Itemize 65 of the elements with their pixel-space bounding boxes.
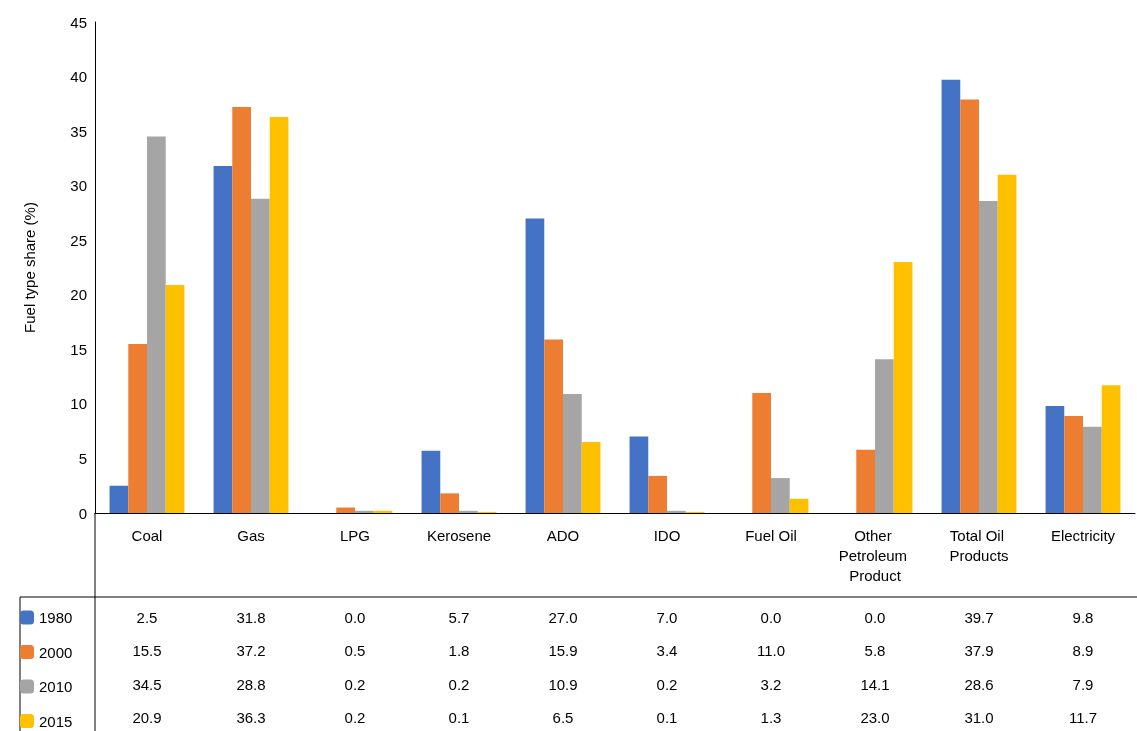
- data-label: 28.6: [964, 675, 994, 693]
- data-label: 8.9: [1072, 642, 1094, 659]
- data-label: 15.5: [132, 642, 162, 659]
- data-label: 5.8: [864, 642, 886, 659]
- data-label: 11.7: [1068, 709, 1098, 726]
- data-label: 1.3: [760, 709, 782, 726]
- data-label: 0.1: [448, 709, 470, 726]
- data-label: 37.9: [964, 642, 994, 659]
- y-tick-label: 35: [70, 122, 87, 140]
- data-label: 0.0: [760, 608, 782, 626]
- x-tick-label: Fuel Oil: [745, 526, 797, 544]
- data-label: 10.9: [548, 675, 578, 693]
- data-label: 39.7: [964, 608, 994, 626]
- data-label: 36.3: [236, 709, 266, 726]
- data-label: 0.2: [448, 675, 470, 693]
- legend-label: 2015: [39, 712, 73, 730]
- legend-label: 1980: [39, 609, 73, 626]
- x-tick-label: Coal: [131, 526, 163, 544]
- data-label: 27.0: [548, 608, 578, 626]
- legend-label: 2000: [39, 643, 73, 661]
- data-label: 0.0: [344, 608, 366, 626]
- y-tick-label: 30: [70, 177, 87, 195]
- data-label: 0.2: [344, 675, 366, 693]
- x-tick-label: Gas: [237, 526, 265, 544]
- data-label: 0.2: [656, 675, 678, 693]
- y-tick-label: 10: [70, 395, 87, 413]
- data-label: 31.0: [964, 709, 994, 726]
- data-label: 0.1: [656, 709, 678, 726]
- data-label: 34.5: [132, 675, 162, 693]
- data-label: 14.1: [860, 675, 890, 693]
- data-label: 1.8: [448, 642, 470, 659]
- x-tick-label: LPG: [339, 526, 371, 544]
- data-label: 6.5: [552, 709, 574, 726]
- x-tick-label: IDO: [653, 526, 681, 544]
- data-label: 0.5: [344, 642, 366, 659]
- data-label: 15.9: [548, 642, 578, 659]
- y-tick-label: 45: [70, 13, 87, 31]
- data-label: 5.7: [448, 608, 470, 626]
- data-label: 11.0: [756, 642, 786, 659]
- x-tick-label: Kerosene: [426, 526, 492, 544]
- y-tick-label: 5: [78, 449, 87, 467]
- data-label: 3.2: [760, 675, 782, 693]
- data-label: 28.8: [236, 675, 266, 693]
- y-tick-label: 40: [70, 68, 87, 86]
- y-tick-label: 20: [70, 286, 87, 304]
- x-tick-label: Electricity: [1050, 526, 1116, 544]
- data-label: 31.8: [236, 608, 266, 626]
- y-tick-label: 25: [70, 231, 87, 249]
- data-label: 20.9: [132, 709, 162, 726]
- y-axis-title: Fuel type share (%): [21, 202, 38, 333]
- y-tick-label: 0: [78, 504, 87, 522]
- x-tick-label: Other Petroleum Product: [838, 526, 912, 584]
- y-tick-label: 15: [70, 340, 87, 358]
- data-label: 0.2: [344, 709, 366, 726]
- data-label: 9.8: [1072, 608, 1094, 626]
- x-tick-label: Total Oil Products: [949, 526, 1009, 564]
- data-label: 0.0: [864, 608, 886, 626]
- data-label: 7.9: [1072, 675, 1094, 693]
- data-label: 37.2: [236, 642, 266, 659]
- legend-label: 2010: [39, 678, 73, 695]
- data-label: 3.4: [656, 642, 678, 659]
- data-label: 2.5: [136, 608, 158, 626]
- data-label: 23.0: [860, 709, 890, 726]
- x-tick-label: ADO: [546, 526, 580, 544]
- data-label: 7.0: [656, 608, 678, 626]
